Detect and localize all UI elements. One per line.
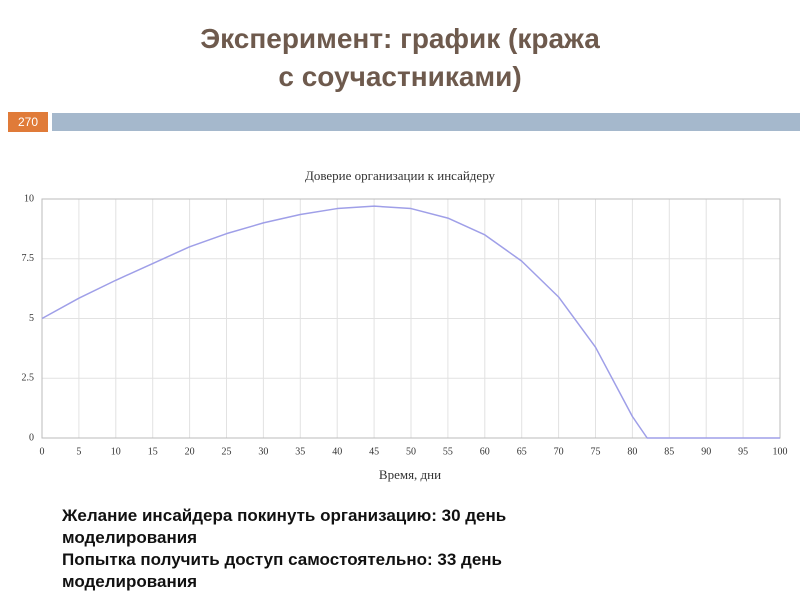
x-tick-label: 55 [443,446,453,457]
y-tick-label: 0 [29,432,34,443]
x-tick-label: 65 [517,446,527,457]
x-tick-label: 0 [40,446,45,457]
note: Попытка получить доступ самостоятельно: … [62,550,503,591]
x-tick-label: 45 [369,446,379,457]
x-tick-label: 30 [258,446,268,457]
x-tick-label: 20 [185,446,195,457]
chart-title: Доверие организации к инсайдеру [305,168,496,183]
x-tick-label: 85 [664,446,674,457]
x-tick-label: 75 [591,446,601,457]
x-tick-label: 35 [295,446,305,457]
x-tick-label: 70 [554,446,564,457]
chart: Доверие организации к инсайдеру Время, д… [22,168,788,482]
y-tick-label: 10 [24,193,34,204]
x-tick-label: 5 [76,446,81,457]
y-tick-label: 7.5 [22,253,35,264]
x-tick-label: 100 [773,446,788,457]
notes: Желание инсайдера покинуть организацию: … [62,505,602,593]
page-number: 270 [8,112,48,132]
x-tick-label: 90 [701,446,711,457]
y-tick-label: 2.5 [22,373,35,384]
x-tick-label: 40 [332,446,342,457]
x-tick-label: 15 [148,446,158,457]
note: Желание инсайдера покинуть организацию: … [62,506,507,547]
line-series [41,205,780,439]
title-line: с соучастниками) [278,61,522,92]
x-tick-label: 10 [111,446,121,457]
x-tick-label: 80 [627,446,637,457]
header-band [52,113,800,131]
x-tick-label: 25 [222,446,232,457]
x-tick-label: 50 [406,446,416,457]
x-tick-label: 60 [480,446,490,457]
x-tick-label: 95 [738,446,748,457]
x-axis-label: Время, дни [379,467,441,482]
slide-title: Эксперимент: график (кража с соучастника… [0,20,800,96]
title-line: Эксперимент: график (кража [200,23,600,54]
y-tick-label: 5 [29,313,34,324]
